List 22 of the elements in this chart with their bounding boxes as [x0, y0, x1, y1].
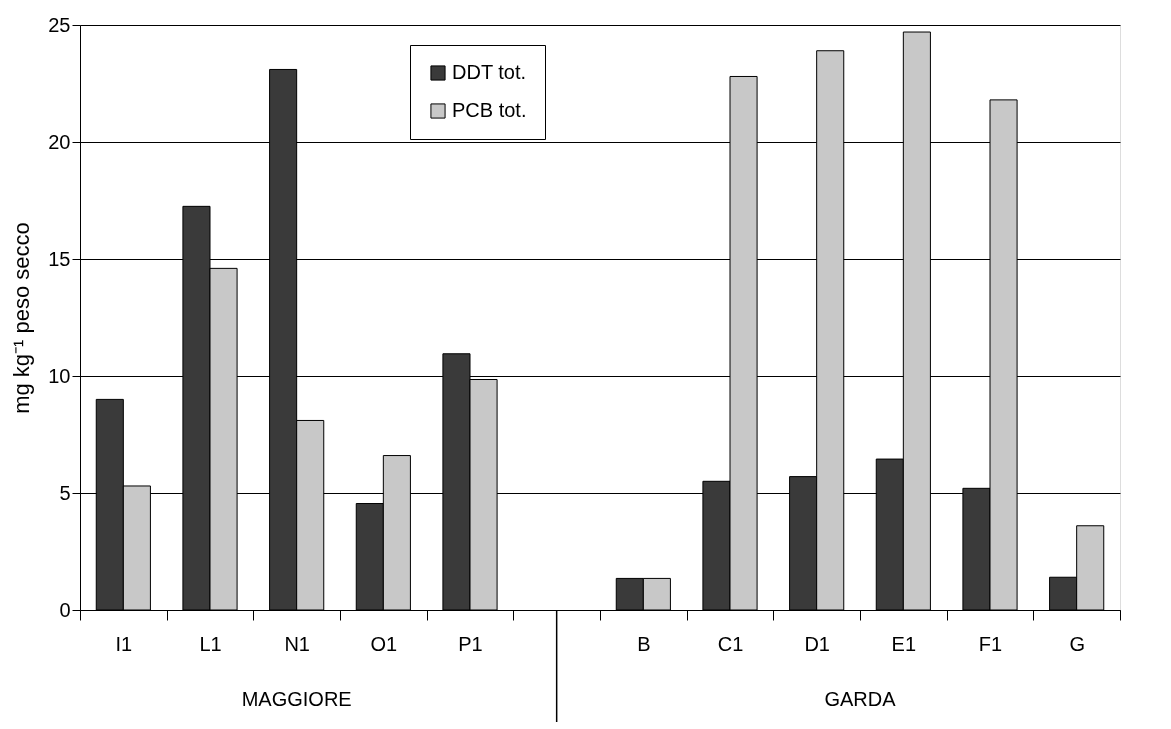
legend-label: PCB tot.	[452, 99, 527, 121]
x-tick-label: C1	[717, 632, 744, 655]
x-tick-label: G	[1069, 632, 1085, 655]
y-tick-label: 5	[59, 481, 71, 504]
x-tick-label: D1	[804, 632, 830, 655]
x-tick-label: L1	[199, 632, 222, 655]
x-tick-label: P1	[458, 632, 483, 655]
x-tick-label: B	[637, 632, 651, 655]
y-tick-label: 20	[48, 130, 71, 153]
x-tick-label: F1	[978, 632, 1003, 655]
y-tick-label: 25	[48, 13, 71, 36]
x-tick-label: I1	[115, 632, 133, 655]
y-tick-label: 0	[59, 598, 71, 621]
y-axis-title: mg kg⁻¹ peso secco	[9, 222, 35, 414]
y-tick-label: 10	[48, 364, 71, 387]
legend-label: DDT tot.	[452, 61, 527, 83]
text: GARDA	[824, 688, 897, 710]
text: MAGGIORE	[241, 688, 352, 710]
y-tick-label: 15	[48, 247, 71, 270]
x-tick-label: N1	[284, 632, 310, 655]
x-tick-label: O1	[370, 632, 398, 655]
x-tick-label: E1	[891, 632, 917, 655]
